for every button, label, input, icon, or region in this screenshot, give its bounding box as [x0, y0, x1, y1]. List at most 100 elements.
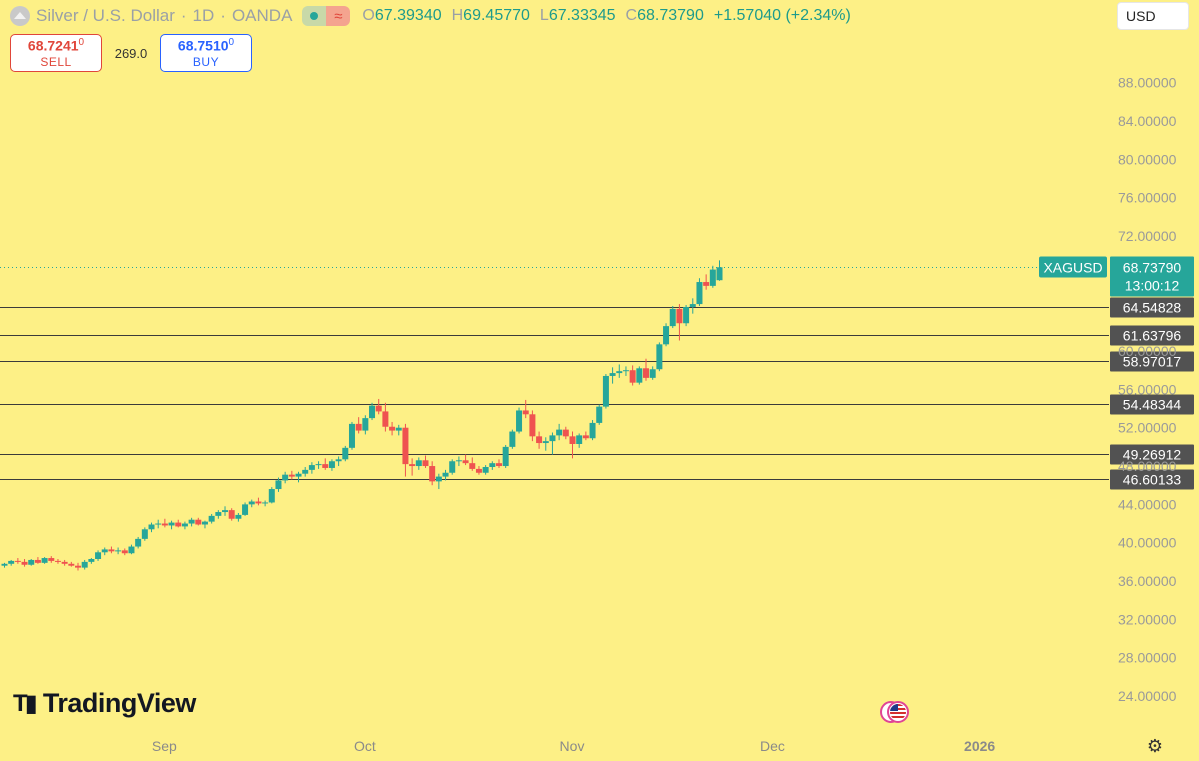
candle-body — [542, 441, 549, 444]
candle-down — [48, 556, 55, 563]
candle-down — [195, 517, 202, 526]
candle-body — [101, 549, 108, 553]
y-tick-label: 56.00000 — [1118, 381, 1177, 397]
candle-up — [282, 471, 289, 484]
candle-up — [549, 432, 556, 455]
ohlc-key-high: H — [451, 7, 464, 24]
candle-body — [348, 423, 355, 448]
candle-up — [188, 517, 195, 527]
level-price-tag — [1110, 469, 1194, 490]
candle-up — [502, 444, 509, 468]
candle-down — [61, 559, 68, 566]
candle-body — [8, 560, 15, 564]
candle-down — [562, 426, 569, 440]
candle-down — [462, 454, 469, 466]
candle-up — [636, 366, 643, 385]
level-price-tag — [1110, 394, 1194, 415]
market-status[interactable]: ≈ — [302, 6, 351, 26]
candle-up — [489, 461, 496, 470]
sell-price: 68.7241 — [27, 37, 79, 54]
candle-body — [115, 550, 122, 552]
candle-body — [502, 446, 509, 467]
candle-down — [569, 431, 576, 459]
tradingview-logo-text: TradingView — [42, 688, 197, 718]
candle-down — [422, 455, 429, 468]
market-open-icon — [302, 6, 327, 26]
separator: · — [180, 6, 187, 25]
y-tick-label: 48.00000 — [1118, 458, 1177, 474]
candle-body — [649, 369, 656, 378]
candle-up — [602, 374, 609, 409]
candle-body — [609, 373, 616, 376]
candle-down — [255, 497, 262, 506]
candle-body — [489, 463, 496, 467]
candle-body — [582, 435, 589, 439]
candle-body — [382, 411, 389, 427]
candle-up — [308, 462, 315, 474]
candle-up — [415, 457, 422, 470]
candle-body — [228, 510, 235, 519]
candle-up — [242, 502, 249, 516]
ohlc-high: 69.45770 — [463, 7, 530, 24]
candle-down — [75, 562, 82, 571]
y-tick-label: 32.00000 — [1118, 611, 1177, 627]
candle-up — [101, 547, 108, 556]
buy-price: 68.7510 — [177, 37, 229, 54]
interval[interactable]: 1D — [192, 6, 215, 25]
symbol-name[interactable]: Silver / U.S. Dollar — [36, 6, 175, 25]
candle-body — [629, 370, 636, 383]
candle-up — [616, 364, 623, 378]
candle-body — [549, 435, 556, 442]
ohlc-close: 68.73790 — [637, 7, 704, 24]
candle-up — [542, 437, 549, 451]
candle-down — [161, 518, 168, 528]
buy-button[interactable]: 68.75100 BUY — [160, 34, 252, 72]
candle-body — [369, 405, 376, 419]
candle-body — [215, 512, 222, 516]
candle-body — [656, 344, 663, 370]
candle-body — [308, 465, 315, 470]
candle-down — [429, 461, 436, 486]
candle-body — [295, 473, 302, 477]
candle-body — [469, 463, 476, 469]
candle-body — [282, 474, 289, 481]
candle-body — [61, 561, 68, 564]
candle-body — [328, 461, 335, 468]
y-tick-label: 40.00000 — [1118, 535, 1177, 551]
candle-down — [402, 423, 409, 477]
candle-body — [689, 304, 696, 307]
currency-select[interactable]: USD — [1117, 2, 1189, 30]
candle-body — [248, 501, 255, 505]
sell-button[interactable]: 68.72410 SELL — [10, 34, 102, 72]
candle-body — [429, 466, 436, 482]
y-tick-label: 80.00000 — [1118, 151, 1177, 167]
candle-down — [629, 365, 636, 386]
candle-up — [663, 323, 670, 347]
candle-body — [275, 480, 282, 490]
candle-up — [435, 473, 442, 490]
candle-body — [442, 472, 449, 477]
candle-body — [21, 561, 28, 565]
candle-down — [522, 399, 529, 419]
us-flag-event-icon[interactable] — [880, 700, 910, 724]
candle-up — [342, 445, 349, 462]
ohlc-open: 67.39340 — [374, 7, 442, 24]
candle-body — [509, 431, 516, 447]
silver-symbol-icon — [10, 6, 30, 26]
level-price-label: 64.54828 — [1123, 300, 1182, 316]
candle-body — [161, 523, 168, 526]
candle-body — [395, 427, 402, 431]
candle-body — [188, 519, 195, 524]
countdown-label: 13:00:12 — [1125, 278, 1180, 294]
y-tick-label: 44.00000 — [1118, 496, 1177, 512]
candle-up — [95, 550, 102, 561]
candle-body — [703, 282, 710, 286]
candle-body — [562, 429, 569, 437]
candle-up — [275, 477, 282, 492]
candle-down — [582, 431, 589, 441]
settings-gear-icon[interactable]: ⚙ — [1146, 736, 1164, 756]
last-price-tag — [1110, 256, 1194, 297]
candle-body — [181, 523, 188, 527]
candle-up — [455, 456, 462, 467]
